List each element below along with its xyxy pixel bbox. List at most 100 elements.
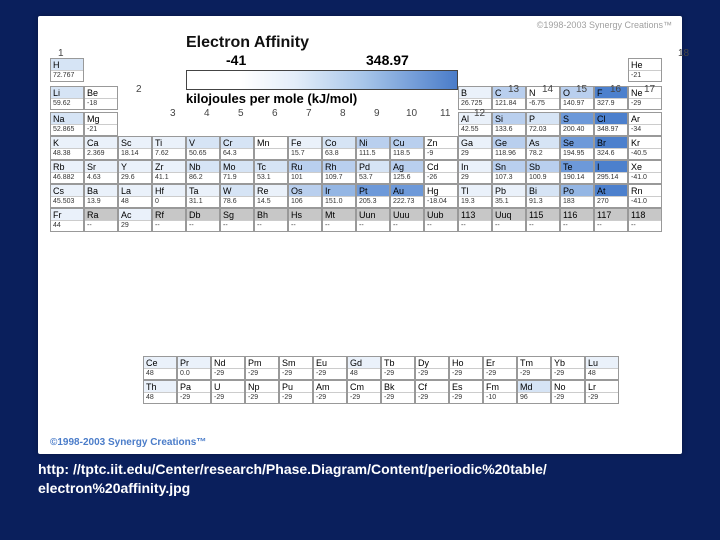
- element-Th: Th48: [143, 380, 177, 404]
- element-Pm: Pm-29: [245, 356, 279, 380]
- element-As: As78.2: [526, 136, 560, 160]
- element-Cl: Cl348.97: [594, 112, 628, 136]
- symbol: Pd: [357, 160, 389, 172]
- value: 15.7: [289, 148, 321, 159]
- element-Pd: Pd53.7: [356, 160, 390, 184]
- value: 2.369: [85, 148, 117, 159]
- symbol: Ce: [144, 356, 176, 368]
- element-Cs: Cs45.503: [50, 184, 84, 208]
- value: 46.882: [51, 172, 83, 183]
- value: -21: [85, 124, 117, 135]
- value: -26: [425, 172, 457, 183]
- symbol: Rh: [323, 160, 355, 172]
- value: 121.84: [493, 98, 525, 109]
- value: 13.9: [85, 196, 117, 207]
- group-18: 18: [678, 48, 689, 59]
- value: --: [357, 220, 389, 231]
- copyright-top: ©1998-2003 Synergy Creations™: [537, 20, 672, 30]
- group-9: 9: [374, 108, 380, 119]
- element-Pb: Pb35.1: [492, 184, 526, 208]
- element-Sn: Sn107.3: [492, 160, 526, 184]
- value: 205.3: [357, 196, 389, 207]
- value: --: [527, 220, 559, 231]
- value: 295.14: [595, 172, 627, 183]
- symbol: P: [527, 112, 559, 124]
- element-Bk: Bk-29: [381, 380, 415, 404]
- element-Sg: Sg--: [220, 208, 254, 232]
- value: 64.3: [221, 148, 253, 159]
- value: 125.6: [391, 172, 423, 183]
- symbol: Bh: [255, 208, 287, 220]
- value: -6.75: [527, 98, 559, 109]
- symbol: Sn: [493, 160, 525, 172]
- symbol: Eu: [314, 356, 346, 368]
- value: 327.9: [595, 98, 627, 109]
- element-H: H72.767: [50, 58, 84, 82]
- element-Uuq: Uuq--: [492, 208, 526, 232]
- symbol: Ga: [459, 136, 491, 148]
- element-B: B26.725: [458, 86, 492, 110]
- title: Electron Affinity: [186, 34, 309, 52]
- element-Es: Es-29: [449, 380, 483, 404]
- value: -29: [450, 368, 482, 379]
- value: -41.0: [629, 196, 661, 207]
- symbol: Cs: [51, 184, 83, 196]
- value: -29: [416, 368, 448, 379]
- element-Mg: Mg-21: [84, 112, 118, 136]
- element-U: U-29: [211, 380, 245, 404]
- element-Zn: Zn-9: [424, 136, 458, 160]
- value: --: [255, 220, 287, 231]
- value: 96: [518, 392, 550, 403]
- group-14: 14: [542, 84, 553, 95]
- element-Fe: Fe15.7: [288, 136, 322, 160]
- element-Dy: Dy-29: [415, 356, 449, 380]
- value: 53.7: [357, 172, 389, 183]
- value: -29: [586, 392, 618, 403]
- value: --: [391, 220, 423, 231]
- value: 29: [119, 220, 151, 231]
- value: -29: [280, 368, 312, 379]
- value: 29: [459, 148, 491, 159]
- symbol: Fm: [484, 380, 516, 392]
- group-10: 10: [406, 108, 417, 119]
- symbol: Uuq: [493, 208, 525, 220]
- value: 140.97: [561, 98, 593, 109]
- symbol: Nb: [187, 160, 219, 172]
- element-Ho: Ho-29: [449, 356, 483, 380]
- element-Tc: Tc53.1: [254, 160, 288, 184]
- element-Cu: Cu118.5: [390, 136, 424, 160]
- symbol: Ra: [85, 208, 117, 220]
- value: --: [561, 220, 593, 231]
- symbol: U: [212, 380, 244, 392]
- value: 14.5: [255, 196, 287, 207]
- value: 48: [586, 368, 618, 379]
- value: -29: [552, 368, 584, 379]
- symbol: 118: [629, 208, 661, 220]
- element-Sr: Sr4.63: [84, 160, 118, 184]
- element-Mo: Mo71.9: [220, 160, 254, 184]
- element-P: P72.03: [526, 112, 560, 136]
- symbol: S: [561, 112, 593, 124]
- symbol: Hs: [289, 208, 321, 220]
- value: 0.0: [178, 368, 210, 379]
- symbol: Np: [246, 380, 278, 392]
- symbol: Ge: [493, 136, 525, 148]
- periodic-card: ©1998-2003 Synergy Creations™ Electron A…: [38, 16, 682, 454]
- symbol: W: [221, 184, 253, 196]
- element-Po: Po183: [560, 184, 594, 208]
- symbol: Bk: [382, 380, 414, 392]
- element-Au: Au222.73: [390, 184, 424, 208]
- value: -29: [552, 392, 584, 403]
- element-Ca: Ca2.369: [84, 136, 118, 160]
- element-Hs: Hs--: [288, 208, 322, 232]
- symbol: Yb: [552, 356, 584, 368]
- element-Sb: Sb100.9: [526, 160, 560, 184]
- element-Eu: Eu-29: [313, 356, 347, 380]
- value: -29: [212, 368, 244, 379]
- value: -29: [314, 368, 346, 379]
- value: 200.40: [561, 124, 593, 135]
- symbol: Ta: [187, 184, 219, 196]
- element-Si: Si133.6: [492, 112, 526, 136]
- value: -29: [382, 368, 414, 379]
- symbol: Se: [561, 136, 593, 148]
